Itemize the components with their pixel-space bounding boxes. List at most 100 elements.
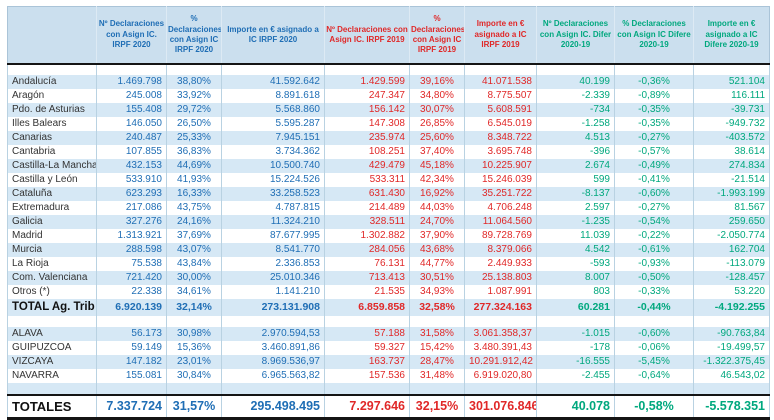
- cell-pct-2019: 28,47%: [409, 355, 465, 369]
- cell-n-2020: 59.149: [96, 341, 167, 355]
- empty-cell: [96, 64, 167, 75]
- cell-importe-2019: 10.291.912,42: [464, 355, 537, 369]
- region-name: Otros (*): [7, 285, 97, 299]
- cell-n-2020: 623.293: [96, 187, 167, 201]
- region-row: Galicia 327.276 24,16% 11.324.210 328.511 24,…: [7, 215, 770, 229]
- cell-n-2020: 7.337.724: [96, 394, 167, 420]
- cell-n-difer: 40.078: [536, 394, 615, 420]
- cell-n-2019: 533.311: [324, 173, 410, 187]
- column-header-pct-2020: % Declaraciones con Asign IC IRPF 2020: [166, 6, 222, 65]
- region-name: VIZCAYA: [7, 355, 97, 369]
- cell-importe-2020: 3.734.362: [221, 145, 325, 159]
- cell-n-2020: 107.855: [96, 145, 167, 159]
- cell-n-difer: 599: [536, 173, 615, 187]
- cell-importe-2019: 89.728.769: [464, 229, 537, 243]
- cell-pct-2019: 15,42%: [409, 341, 465, 355]
- total-agencia-row: TOTAL Ag. Trib 6.920.139 32,14% 273.131.908…: [7, 299, 770, 316]
- cell-pct-difer: -0,50%: [614, 271, 694, 285]
- cell-importe-2020: 10.500.740: [221, 159, 325, 173]
- cell-pct-2019: 30,51%: [409, 271, 465, 285]
- region-row: La Rioja 75.538 43,84% 2.336.853 76.131 44,77…: [7, 257, 770, 271]
- cell-importe-2020: 6.965.563,82: [221, 369, 325, 383]
- region-name: Extremadura: [7, 201, 97, 215]
- cell-pct-2019: 39,16%: [409, 75, 465, 89]
- empty-cell: [221, 64, 325, 75]
- empty-cell: [614, 316, 694, 327]
- cell-importe-2020: 11.324.210: [221, 215, 325, 229]
- cell-pct-2019: 44,77%: [409, 257, 465, 271]
- cell-pct-2020: 23,01%: [166, 355, 222, 369]
- region-name: Andalucía: [7, 75, 97, 89]
- cell-importe-2020: 15.224.526: [221, 173, 325, 187]
- cell-importe-2019: 301.076.846: [464, 394, 537, 420]
- cell-pct-2019: 30,07%: [409, 103, 465, 117]
- cell-pct-2020: 43,07%: [166, 243, 222, 257]
- empty-cell: [166, 383, 222, 395]
- empty-cell: [409, 383, 465, 395]
- cell-pct-2020: 43,75%: [166, 201, 222, 215]
- region-name: NAVARRA: [7, 369, 97, 383]
- cell-pct-difer: -0,27%: [614, 201, 694, 215]
- region-row: Com. Valenciana 721.420 30,00% 25.010.346 71…: [7, 271, 770, 285]
- cell-importe-2019: 2.449.933: [464, 257, 537, 271]
- cell-n-difer: 803: [536, 285, 615, 299]
- cell-n-2019: 1.302.882: [324, 229, 410, 243]
- cell-n-difer: 2.674: [536, 159, 615, 173]
- cell-n-2020: 432.153: [96, 159, 167, 173]
- cell-n-difer: -2.455: [536, 369, 615, 383]
- cell-pct-difer: -0,36%: [614, 75, 694, 89]
- cell-n-2020: 327.276: [96, 215, 167, 229]
- cell-importe-2019: 8.379.066: [464, 243, 537, 257]
- cell-importe-2020: 33.258.523: [221, 187, 325, 201]
- cell-pct-2019: 24,70%: [409, 215, 465, 229]
- cell-importe-2019: 35.251.722: [464, 187, 537, 201]
- region-name: TOTALES: [7, 394, 97, 420]
- region-row: Cantabria 107.855 36,83% 3.734.362 108.251 37…: [7, 145, 770, 159]
- cell-n-2020: 146.050: [96, 117, 167, 131]
- cell-n-difer: -8.137: [536, 187, 615, 201]
- cell-pct-2019: 16,92%: [409, 187, 465, 201]
- cell-importe-2020: 273.131.908: [221, 299, 325, 316]
- foral-row: GUIPUZCOA 59.149 15,36% 3.460.891,86 59.327 1…: [7, 341, 770, 355]
- cell-importe-2020: 5.595.287: [221, 117, 325, 131]
- cell-n-2020: 1.313.921: [96, 229, 167, 243]
- cell-pct-2020: 33,92%: [166, 89, 222, 103]
- empty-cell: [693, 316, 770, 327]
- cell-importe-2020: 8.891.618: [221, 89, 325, 103]
- cell-pct-difer: -0,93%: [614, 257, 694, 271]
- cell-pct-2020: 30,84%: [166, 369, 222, 383]
- cell-pct-difer: -0,35%: [614, 103, 694, 117]
- region-row: Murcia 288.598 43,07% 8.541.770 284.056 43,68…: [7, 243, 770, 257]
- cell-pct-2019: 31,48%: [409, 369, 465, 383]
- cell-pct-2020: 37,69%: [166, 229, 222, 243]
- cell-pct-difer: -0,64%: [614, 369, 694, 383]
- cell-pct-2020: 32,14%: [166, 299, 222, 316]
- cell-importe-2019: 3.695.748: [464, 145, 537, 159]
- irpf-assignment-table: Nº Declaraciones con Asign IC. IRPF 2020…: [7, 6, 770, 420]
- region-name: Galicia: [7, 215, 97, 229]
- cell-importe-difer: 38.614: [693, 145, 770, 159]
- cell-importe-difer: -90.763,84: [693, 327, 770, 341]
- cell-n-2019: 157.536: [324, 369, 410, 383]
- region-name: Murcia: [7, 243, 97, 257]
- cell-importe-difer: 53.220: [693, 285, 770, 299]
- cell-importe-2019: 3.061.358,37: [464, 327, 537, 341]
- cell-n-difer: 4.513: [536, 131, 615, 145]
- totales-row: TOTALES 7.337.724 31,57% 295.498.495 7.297.6…: [7, 394, 770, 420]
- column-header-importe-difer: Importe en € asignado a IC Difere 2020-1…: [693, 6, 770, 65]
- cell-pct-2019: 32,58%: [409, 299, 465, 316]
- cell-n-difer: 60.281: [536, 299, 615, 316]
- column-header-importe-2019: Importe en € asignado a IC IRPF 2019: [464, 6, 537, 65]
- cell-importe-2019: 5.608.591: [464, 103, 537, 117]
- cell-pct-difer: -0,60%: [614, 327, 694, 341]
- cell-n-difer: -734: [536, 103, 615, 117]
- region-name: Castilla y León: [7, 173, 97, 187]
- cell-n-2019: 328.511: [324, 215, 410, 229]
- region-row: Madrid 1.313.921 37,69% 87.677.995 1.302.882…: [7, 229, 770, 243]
- cell-pct-difer: -0,44%: [614, 299, 694, 316]
- region-row: Cataluña 623.293 16,33% 33.258.523 631.430 16…: [7, 187, 770, 201]
- cell-importe-2019: 25.138.803: [464, 271, 537, 285]
- cell-pct-2020: 15,36%: [166, 341, 222, 355]
- cell-pct-2020: 26,50%: [166, 117, 222, 131]
- cell-n-2019: 108.251: [324, 145, 410, 159]
